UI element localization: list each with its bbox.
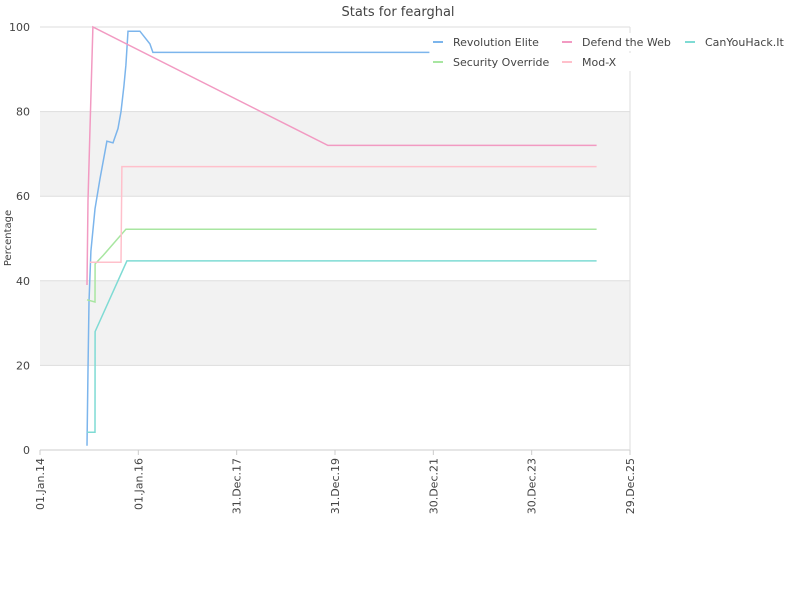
y-tick-label: 100 bbox=[9, 21, 30, 34]
chart-title: Stats for fearghal bbox=[341, 5, 454, 20]
x-tick-label: 29.Dec.25 bbox=[624, 458, 637, 514]
y-tick-label: 0 bbox=[23, 444, 30, 457]
grid-band bbox=[40, 280, 630, 366]
y-tick-label: 80 bbox=[16, 106, 30, 119]
x-tick-label: 30.Dec.21 bbox=[427, 458, 440, 514]
legend-label: Revolution Elite bbox=[453, 36, 539, 49]
series-line bbox=[90, 165, 597, 263]
y-tick-label: 20 bbox=[16, 359, 30, 372]
series-line bbox=[87, 260, 597, 433]
x-tick-label: 31.Dec.17 bbox=[231, 458, 244, 514]
x-tick-label: 31.Dec.19 bbox=[329, 458, 342, 514]
legend-bg bbox=[559, 33, 684, 51]
legend-bg bbox=[430, 33, 555, 51]
legend-label: Mod-X bbox=[582, 56, 617, 69]
series-line bbox=[86, 25, 597, 286]
x-tick-label: 30.Dec.23 bbox=[526, 458, 539, 514]
x-tick-label: 01.Jan.16 bbox=[132, 458, 145, 510]
legend-label: Security Override bbox=[453, 56, 549, 69]
legend-label: Defend the Web bbox=[582, 36, 671, 49]
series-line bbox=[86, 228, 597, 303]
y-tick-label: 60 bbox=[16, 190, 30, 203]
x-tick-label: 01.Jan.14 bbox=[34, 458, 47, 510]
y-axis-label: Percentage bbox=[3, 210, 14, 266]
legend-bg bbox=[430, 53, 555, 71]
legend-label: CanYouHack.It bbox=[705, 36, 785, 49]
legend-bg bbox=[559, 53, 684, 71]
grid-band bbox=[40, 111, 630, 197]
series-line bbox=[86, 30, 430, 446]
y-tick-label: 40 bbox=[16, 275, 30, 288]
legend-bg bbox=[682, 33, 792, 51]
